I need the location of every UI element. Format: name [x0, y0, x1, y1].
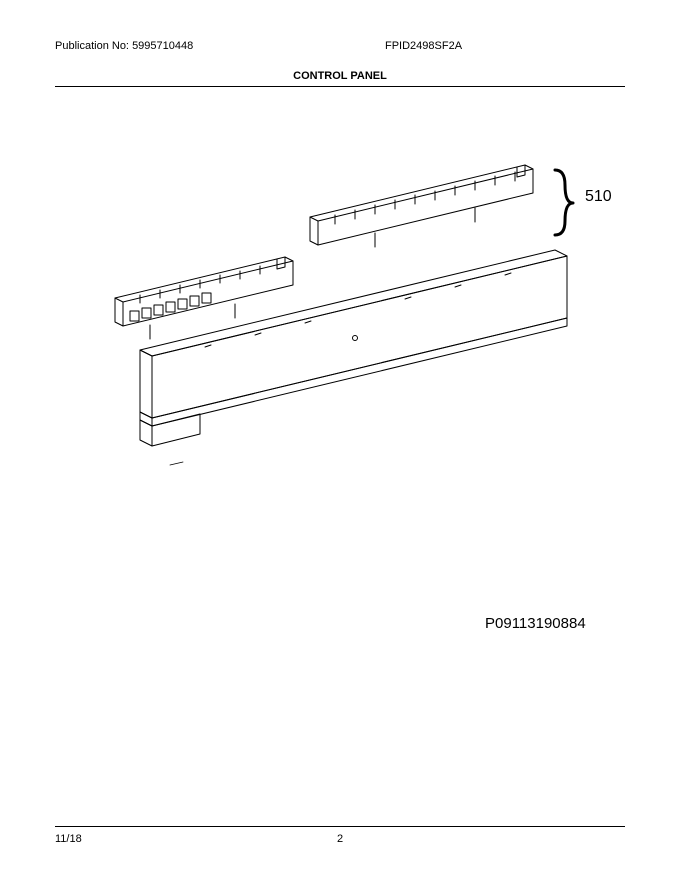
callout-510: 510 — [585, 188, 612, 206]
part-reference-number: P09113190884 — [485, 615, 586, 632]
footer-page-number: 2 — [245, 833, 435, 845]
header-row: Publication No: 5995710448 FPID2498SF2A — [55, 40, 625, 52]
footer-row: 11/18 2 — [55, 826, 625, 845]
exploded-view-svg — [55, 125, 625, 645]
diagram-area: 510 P09113190884 — [55, 125, 625, 645]
footer-date: 11/18 — [55, 833, 245, 845]
publication-number-value: 5995710448 — [132, 40, 193, 52]
publication-label: Publication No: — [55, 40, 129, 52]
publication-number: Publication No: 5995710448 — [55, 40, 295, 52]
model-number: FPID2498SF2A — [295, 40, 625, 52]
page-title: CONTROL PANEL — [55, 70, 625, 87]
footer-spacer — [435, 833, 625, 845]
